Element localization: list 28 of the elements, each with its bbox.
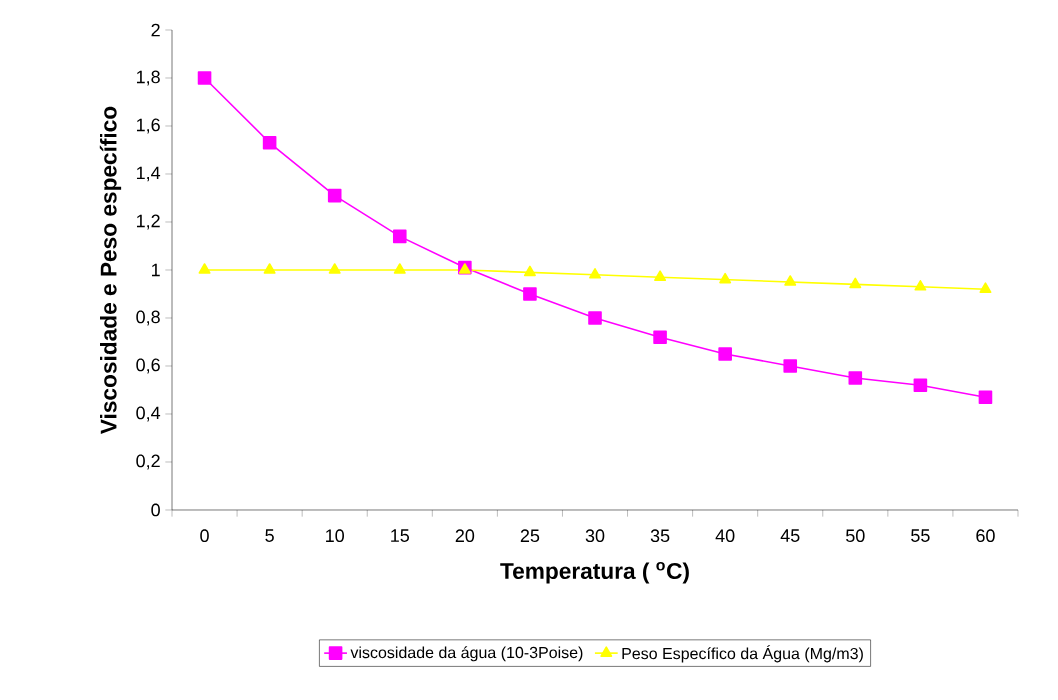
y-tick-label: 1,2 bbox=[136, 214, 160, 230]
x-tick-label: 15 bbox=[391, 529, 410, 542]
legend-label: viscosidade da água (10-3Poise) bbox=[350, 646, 583, 662]
y-tick-label: 1 bbox=[152, 263, 160, 277]
y-tick-label: 1,8 bbox=[136, 70, 160, 86]
x-tick-label: 60 bbox=[976, 529, 995, 543]
y-tick-label: 0,4 bbox=[136, 406, 161, 422]
x-tick-label: 0 bbox=[200, 529, 209, 543]
x-tick-label: 25 bbox=[520, 529, 540, 543]
y-tick-label: 0,2 bbox=[136, 454, 160, 470]
x-tick-label: 10 bbox=[326, 529, 344, 543]
x-tick-label: 55 bbox=[911, 529, 930, 542]
x-tick-label: 30 bbox=[585, 529, 605, 543]
y-tick-label: 0,6 bbox=[136, 358, 160, 374]
x-tick-label: 20 bbox=[455, 529, 475, 543]
y-tick-label: 1,6 bbox=[136, 118, 160, 134]
y-axis-title: Viscosidade e Peso específico bbox=[99, 106, 122, 435]
x-tick-label: 45 bbox=[780, 529, 800, 542]
y-tick-label: 0,8 bbox=[136, 310, 160, 326]
y-tick-label: 0 bbox=[151, 503, 160, 517]
x-tick-label: 40 bbox=[715, 529, 735, 543]
y-tick-label: 2 bbox=[151, 23, 160, 37]
x-axis-title: Temperatura ( $^{o}$C) bbox=[500, 561, 689, 584]
x-tick-label: 35 bbox=[650, 529, 670, 543]
x-tick-label: 5 bbox=[265, 529, 274, 542]
legend-label: Peso Específico da Água (Mg/m3) bbox=[622, 645, 863, 663]
y-tick-label: 1,4 bbox=[136, 166, 161, 182]
x-tick-label: 50 bbox=[846, 529, 865, 543]
